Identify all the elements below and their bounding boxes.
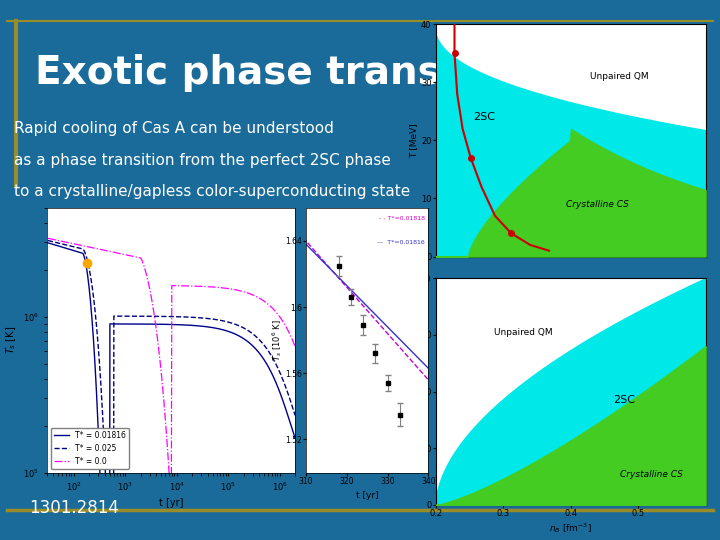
Y-axis label: $T_s$ [10$^6$ K]: $T_s$ [10$^6$ K] xyxy=(270,319,284,361)
Legend: T* = 0.01816, T* = 0.025, T* = 0.0: T* = 0.01816, T* = 0.025, T* = 0.0 xyxy=(50,428,129,469)
T* = 0.01816 xyxy=(192,322,200,329)
Text: Crystalline CS: Crystalline CS xyxy=(566,200,629,209)
Y-axis label: T [MeV]: T [MeV] xyxy=(409,374,418,409)
Text: to a crystalline/gapless color-superconducting state: to a crystalline/gapless color-supercond… xyxy=(14,184,410,199)
Text: Unpaired QM: Unpaired QM xyxy=(590,72,649,81)
Text: 2SC: 2SC xyxy=(613,395,636,405)
Text: Crystalline CS: Crystalline CS xyxy=(620,470,683,478)
T* = 0.025 xyxy=(291,412,300,418)
X-axis label: $n_B$ [fm$^{-3}$]: $n_B$ [fm$^{-3}$] xyxy=(549,521,592,535)
T* = 0.025 xyxy=(285,395,294,402)
Line: T* = 0.025: T* = 0.025 xyxy=(48,240,295,540)
X-axis label: t [yr]: t [yr] xyxy=(158,498,184,508)
Text: 1301.2814: 1301.2814 xyxy=(29,500,119,517)
T* = 0.01816 xyxy=(161,321,170,328)
T* = 0.0 xyxy=(163,436,171,443)
Text: Unpaired QM: Unpaired QM xyxy=(494,328,553,337)
Line: T* = 0.01816: T* = 0.01816 xyxy=(48,243,295,540)
T* = 0.0 xyxy=(247,291,256,298)
T* = 0.025 xyxy=(192,314,200,321)
Y-axis label: T [MeV]: T [MeV] xyxy=(409,123,418,158)
T* = 0.0 xyxy=(178,282,186,289)
Text: as a phase transition from the perfect 2SC phase: as a phase transition from the perfect 2… xyxy=(14,153,391,168)
T* = 0.025 xyxy=(161,313,170,320)
X-axis label: t [yr]: t [yr] xyxy=(356,491,379,500)
T* = 0.025 xyxy=(178,314,186,320)
Text: —  T*=0.01816: — T*=0.01816 xyxy=(377,240,425,245)
T* = 0.01816 xyxy=(163,321,171,328)
T* = 0.01816 xyxy=(285,418,294,424)
Line: T* = 0.0: T* = 0.0 xyxy=(48,238,295,510)
Text: - - T*=0.01818: - - T*=0.01818 xyxy=(379,216,425,221)
T* = 0.01816 xyxy=(291,435,300,441)
T* = 0.0 xyxy=(44,235,53,241)
Text: Exotic phase transition: Exotic phase transition xyxy=(35,54,539,92)
T* = 0.0 xyxy=(192,283,200,289)
T* = 0.01816 xyxy=(44,240,53,246)
T* = 0.01816 xyxy=(178,322,186,328)
T* = 0.025 xyxy=(247,329,256,336)
Y-axis label: $T_s$ [K]: $T_s$ [K] xyxy=(4,326,17,354)
T* = 0.0 xyxy=(291,343,300,350)
T* = 0.025 xyxy=(44,237,53,244)
Text: 2SC: 2SC xyxy=(473,112,495,122)
Text: Rapid cooling of Cas A can be understood: Rapid cooling of Cas A can be understood xyxy=(14,122,334,137)
T* = 0.025 xyxy=(163,313,171,320)
T* = 0.0 xyxy=(167,507,176,513)
T* = 0.01816 xyxy=(247,341,256,348)
T* = 0.0 xyxy=(161,416,170,423)
T* = 0.0 xyxy=(285,330,294,337)
